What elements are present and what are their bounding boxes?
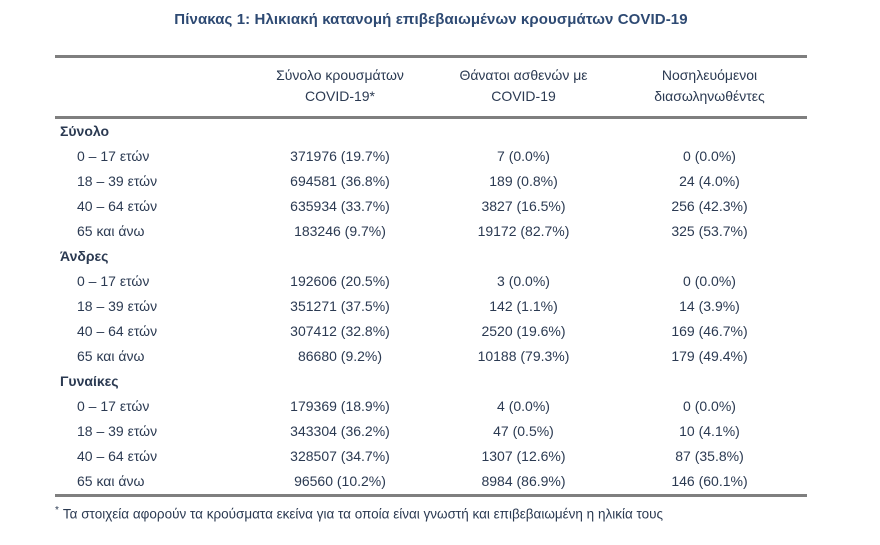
table-body: Σύνολο 0 – 17 ετών 371976 (19.7%) 7 (0.0… [55,118,807,496]
age-label: 0 – 17 ετών [77,398,150,414]
cases-value: 343304 (36.2%) [290,423,390,439]
table-row: 0 – 17 ετών 192606 (20.5%) 3 (0.0%) 0 (0… [55,269,807,294]
header-deaths-line1: Θάνατοι ασθενών με [459,67,588,83]
table-title: Πίνακας 1: Ηλικιακή κατανομή επιβεβαιωμέ… [174,11,688,28]
footnote-text: Τα στοιχεία αφορούν τα κρούσματα εκείνα … [62,506,664,522]
intubated-value: 146 (60.1%) [671,473,748,489]
table-row: 0 – 17 ετών 371976 (19.7%) 7 (0.0%) 0 (0… [55,144,807,169]
table-row: 18 – 39 ετών 343304 (36.2%) 47 (0.5%) 10… [55,419,807,444]
header-intubated: Νοσηλευόμενοι διασωληνωθέντες [612,56,807,119]
deaths-value: 47 (0.5%) [493,423,554,439]
cases-value: 179369 (18.9%) [290,398,390,414]
intubated-value: 87 (35.8%) [675,448,744,464]
cases-value: 96560 (10.2%) [294,473,386,489]
deaths-value: 189 (0.8%) [489,173,558,189]
age-label: 18 – 39 ετών [77,173,158,189]
intubated-value: 24 (4.0%) [679,173,740,189]
table-row: 65 και άνω 183246 (9.7%) 19172 (82.7%) 3… [55,219,807,244]
header-intubated-line1: Νοσηλευόμενοι [661,67,758,83]
age-label: 65 και άνω [77,223,145,239]
intubated-value: 14 (3.9%) [679,298,740,314]
table-row: 18 – 39 ετών 351271 (37.5%) 142 (1.1%) 1… [55,294,807,319]
cases-value: 86680 (9.2%) [297,348,383,364]
intubated-value: 0 (0.0%) [683,148,736,164]
cases-value: 183246 (9.7%) [294,223,386,239]
deaths-value: 2520 (19.6%) [481,323,566,339]
covid-age-distribution-table: Σύνολο κρουσμάτων COVID-19* Θάνατοι ασθε… [55,55,807,497]
section-label: Σύνολο [60,123,110,139]
intubated-value: 0 (0.0%) [683,273,736,289]
table-row: 18 – 39 ετών 694581 (36.8%) 189 (0.8%) 2… [55,169,807,194]
header-empty-cell [55,56,245,119]
deaths-value: 3827 (16.5%) [481,198,566,214]
intubated-value: 179 (49.4%) [671,348,748,364]
section-label: Γυναίκες [60,373,119,389]
deaths-value: 1307 (12.6%) [481,448,566,464]
cases-value: 694581 (36.8%) [290,173,390,189]
cases-value: 192606 (20.5%) [290,273,390,289]
cases-value: 307412 (32.8%) [290,323,390,339]
table-row: 40 – 64 ετών 635934 (33.7%) 3827 (16.5%)… [55,194,807,219]
cases-value: 371976 (19.7%) [290,148,390,164]
table-row: 0 – 17 ετών 179369 (18.9%) 4 (0.0%) 0 (0… [55,394,807,419]
age-label: 18 – 39 ετών [77,423,158,439]
header-total-cases-line1: Σύνολο κρουσμάτων [276,67,404,83]
intubated-value: 0 (0.0%) [683,398,736,414]
cases-value: 351271 (37.5%) [290,298,390,314]
age-label: 0 – 17 ετών [77,148,150,164]
cases-value: 328507 (34.7%) [290,448,390,464]
age-label: 40 – 64 ετών [77,198,158,214]
deaths-value: 7 (0.0%) [497,148,550,164]
section-header-men: Άνδρες [55,244,807,269]
intubated-value: 10 (4.1%) [679,423,740,439]
deaths-value: 3 (0.0%) [497,273,550,289]
header-total-cases-line2: COVID-19* [304,88,376,104]
table-row: 65 και άνω 86680 (9.2%) 10188 (79.3%) 17… [55,344,807,369]
age-label: 65 και άνω [77,473,145,489]
header-row: Σύνολο κρουσμάτων COVID-19* Θάνατοι ασθε… [55,56,807,119]
header-deaths-line2: COVID-19 [491,88,556,104]
intubated-value: 169 (46.7%) [671,323,748,339]
header-total-cases: Σύνολο κρουσμάτων COVID-19* [245,56,435,119]
age-label: 0 – 17 ετών [77,273,150,289]
header-intubated-line2: διασωληνωθέντες [654,88,765,104]
age-label: 18 – 39 ετών [77,298,158,314]
header-deaths: Θάνατοι ασθενών με COVID-19 [435,56,612,119]
cases-value: 635934 (33.7%) [290,198,390,214]
intubated-value: 325 (53.7%) [671,223,748,239]
age-label: 40 – 64 ετών [77,323,158,339]
table-row: 40 – 64 ετών 328507 (34.7%) 1307 (12.6%)… [55,444,807,469]
age-label: 65 και άνω [77,348,145,364]
deaths-value: 142 (1.1%) [489,298,558,314]
table-row: 65 και άνω 96560 (10.2%) 8984 (86.9%) 14… [55,469,807,496]
deaths-value: 4 (0.0%) [497,398,550,414]
table-header: Σύνολο κρουσμάτων COVID-19* Θάνατοι ασθε… [55,56,807,119]
footnote-marker: * [55,505,59,516]
section-label: Άνδρες [60,248,109,264]
footnote: * Τα στοιχεία αφορούν τα κρούσματα εκείνα… [55,502,807,524]
section-header-total: Σύνολο [55,118,807,145]
section-header-women: Γυναίκες [55,369,807,394]
table-row: 40 – 64 ετών 307412 (32.8%) 2520 (19.6%)… [55,319,807,344]
deaths-value: 8984 (86.9%) [481,473,566,489]
age-label: 40 – 64 ετών [77,448,158,464]
intubated-value: 256 (42.3%) [671,198,748,214]
deaths-value: 10188 (79.3%) [477,348,570,364]
deaths-value: 19172 (82.7%) [477,223,570,239]
